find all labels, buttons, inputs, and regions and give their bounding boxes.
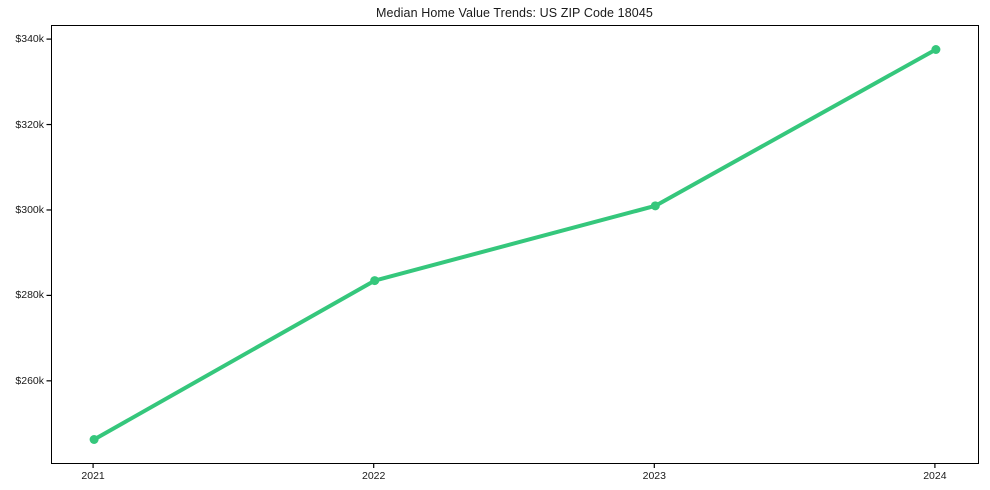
y-tick-label: $280k — [15, 289, 44, 302]
x-tick-label: 2023 — [642, 470, 666, 482]
data-point-marker — [370, 276, 380, 286]
chart-title: Median Home Value Trends: US ZIP Code 18… — [376, 6, 653, 20]
plot-area — [51, 25, 979, 464]
x-tick-label: 2021 — [81, 470, 105, 482]
x-tick-label: 2024 — [923, 470, 947, 482]
data-point-marker — [931, 44, 941, 54]
y-tick-label: $320k — [15, 118, 44, 131]
y-tick-label: $340k — [15, 33, 44, 46]
data-point-marker — [89, 435, 99, 445]
y-tick-label: $260k — [15, 374, 44, 387]
x-tick-label: 2022 — [362, 470, 386, 482]
line-series — [92, 47, 938, 442]
data-point-marker — [650, 201, 660, 211]
line-chart — [89, 44, 941, 445]
y-tick-label: $300k — [15, 203, 44, 216]
